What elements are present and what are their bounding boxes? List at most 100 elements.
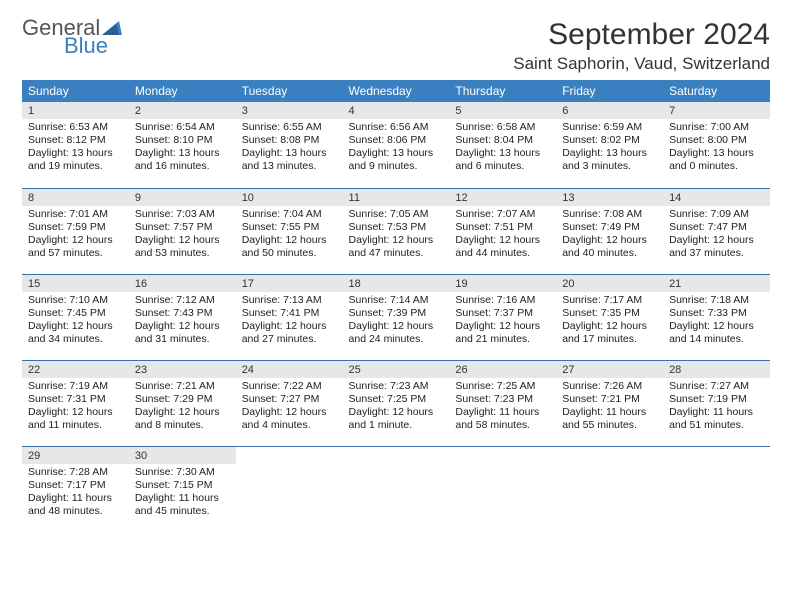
day-number: 21 <box>663 275 770 292</box>
calendar-week-row: 8Sunrise: 7:01 AMSunset: 7:59 PMDaylight… <box>22 188 770 274</box>
day-number: 12 <box>449 189 556 206</box>
day-details: Sunrise: 7:22 AMSunset: 7:27 PMDaylight:… <box>236 378 343 437</box>
calendar-cell: 13Sunrise: 7:08 AMSunset: 7:49 PMDayligh… <box>556 188 663 274</box>
calendar-cell <box>236 446 343 532</box>
calendar-cell: 1Sunrise: 6:53 AMSunset: 8:12 PMDaylight… <box>22 102 129 188</box>
daylight-line: Daylight: 12 hours and 47 minutes. <box>349 234 444 260</box>
daylight-line: Daylight: 12 hours and 11 minutes. <box>28 406 123 432</box>
calendar-cell <box>449 446 556 532</box>
calendar-cell: 10Sunrise: 7:04 AMSunset: 7:55 PMDayligh… <box>236 188 343 274</box>
day-number: 2 <box>129 102 236 119</box>
day-details: Sunrise: 7:05 AMSunset: 7:53 PMDaylight:… <box>343 206 450 265</box>
weekday-header: Monday <box>129 80 236 102</box>
calendar-cell: 5Sunrise: 6:58 AMSunset: 8:04 PMDaylight… <box>449 102 556 188</box>
sunrise-line: Sunrise: 7:21 AM <box>135 380 230 393</box>
sunset-line: Sunset: 8:12 PM <box>28 134 123 147</box>
sunrise-line: Sunrise: 7:08 AM <box>562 208 657 221</box>
calendar-cell <box>663 446 770 532</box>
sunrise-line: Sunrise: 7:22 AM <box>242 380 337 393</box>
day-details: Sunrise: 7:18 AMSunset: 7:33 PMDaylight:… <box>663 292 770 351</box>
daylight-line: Daylight: 12 hours and 50 minutes. <box>242 234 337 260</box>
calendar-cell: 19Sunrise: 7:16 AMSunset: 7:37 PMDayligh… <box>449 274 556 360</box>
sunset-line: Sunset: 7:21 PM <box>562 393 657 406</box>
calendar-cell: 2Sunrise: 6:54 AMSunset: 8:10 PMDaylight… <box>129 102 236 188</box>
weekday-header: Saturday <box>663 80 770 102</box>
weekday-header: Thursday <box>449 80 556 102</box>
sunrise-line: Sunrise: 7:27 AM <box>669 380 764 393</box>
brand-logo: General Blue <box>22 18 122 56</box>
day-details: Sunrise: 6:54 AMSunset: 8:10 PMDaylight:… <box>129 119 236 178</box>
daylight-line: Daylight: 11 hours and 51 minutes. <box>669 406 764 432</box>
daylight-line: Daylight: 13 hours and 9 minutes. <box>349 147 444 173</box>
weekday-header: Tuesday <box>236 80 343 102</box>
sunrise-line: Sunrise: 6:59 AM <box>562 121 657 134</box>
sunrise-line: Sunrise: 6:58 AM <box>455 121 550 134</box>
calendar-cell: 26Sunrise: 7:25 AMSunset: 7:23 PMDayligh… <box>449 360 556 446</box>
sunrise-line: Sunrise: 7:25 AM <box>455 380 550 393</box>
calendar-cell: 14Sunrise: 7:09 AMSunset: 7:47 PMDayligh… <box>663 188 770 274</box>
calendar-cell: 15Sunrise: 7:10 AMSunset: 7:45 PMDayligh… <box>22 274 129 360</box>
calendar-cell: 21Sunrise: 7:18 AMSunset: 7:33 PMDayligh… <box>663 274 770 360</box>
day-details: Sunrise: 7:25 AMSunset: 7:23 PMDaylight:… <box>449 378 556 437</box>
calendar-cell: 28Sunrise: 7:27 AMSunset: 7:19 PMDayligh… <box>663 360 770 446</box>
sunrise-line: Sunrise: 7:04 AM <box>242 208 337 221</box>
sunset-line: Sunset: 7:19 PM <box>669 393 764 406</box>
day-details: Sunrise: 7:08 AMSunset: 7:49 PMDaylight:… <box>556 206 663 265</box>
day-details: Sunrise: 7:30 AMSunset: 7:15 PMDaylight:… <box>129 464 236 523</box>
day-details: Sunrise: 7:07 AMSunset: 7:51 PMDaylight:… <box>449 206 556 265</box>
calendar-cell <box>556 446 663 532</box>
calendar-week-row: 1 Sunrise: 6:53 AMSunset: 8:12 PM Daylight… <box>22 102 770 188</box>
location-label: Saint Saphorin, Vaud, Switzerland <box>513 54 770 74</box>
daylight-line: Daylight: 12 hours and 40 minutes. <box>562 234 657 260</box>
calendar-cell: 29Sunrise: 7:28 AMSunset: 7:17 PMDayligh… <box>22 446 129 532</box>
daylight-line: Daylight: 12 hours and 17 minutes. <box>562 320 657 346</box>
calendar-cell: 3Sunrise: 6:55 AMSunset: 8:08 PMDaylight… <box>236 102 343 188</box>
weekday-header: Friday <box>556 80 663 102</box>
sunset-line: Sunset: 7:35 PM <box>562 307 657 320</box>
sunrise-line: Sunrise: 7:09 AM <box>669 208 764 221</box>
sunrise-line: Sunrise: 6:53 AM <box>28 121 123 134</box>
calendar-cell: 17Sunrise: 7:13 AMSunset: 7:41 PMDayligh… <box>236 274 343 360</box>
sunrise-line: Sunrise: 7:01 AM <box>28 208 123 221</box>
calendar-week-row: 15Sunrise: 7:10 AMSunset: 7:45 PMDayligh… <box>22 274 770 360</box>
day-number: 11 <box>343 189 450 206</box>
calendar-cell: 24Sunrise: 7:22 AMSunset: 7:27 PMDayligh… <box>236 360 343 446</box>
day-details: Sunrise: 7:09 AMSunset: 7:47 PMDaylight:… <box>663 206 770 265</box>
daylight-line: Daylight: 12 hours and 57 minutes. <box>28 234 123 260</box>
day-number: 5 <box>449 102 556 119</box>
sunset-line: Sunset: 7:51 PM <box>455 221 550 234</box>
day-details: Sunrise: 7:10 AMSunset: 7:45 PMDaylight:… <box>22 292 129 351</box>
sunset-line: Sunset: 7:17 PM <box>28 479 123 492</box>
day-details: Sunrise: 7:04 AMSunset: 7:55 PMDaylight:… <box>236 206 343 265</box>
daylight-line: Daylight: 13 hours and 13 minutes. <box>242 147 337 173</box>
sunrise-line: Sunrise: 7:30 AM <box>135 466 230 479</box>
calendar-cell: 18Sunrise: 7:14 AMSunset: 7:39 PMDayligh… <box>343 274 450 360</box>
day-number: 16 <box>129 275 236 292</box>
daylight-line: Daylight: 12 hours and 27 minutes. <box>242 320 337 346</box>
sunrise-line: Sunrise: 7:05 AM <box>349 208 444 221</box>
header: General Blue September 2024 Saint Saphor… <box>22 18 770 74</box>
calendar-cell: 11Sunrise: 7:05 AMSunset: 7:53 PMDayligh… <box>343 188 450 274</box>
daylight-line: Daylight: 12 hours and 53 minutes. <box>135 234 230 260</box>
daylight-line: Daylight: 13 hours and 6 minutes. <box>455 147 550 173</box>
day-number: 4 <box>343 102 450 119</box>
daylight-line: Daylight: 12 hours and 31 minutes. <box>135 320 230 346</box>
day-number: 27 <box>556 361 663 378</box>
calendar-cell: 9Sunrise: 7:03 AMSunset: 7:57 PMDaylight… <box>129 188 236 274</box>
sunrise-line: Sunrise: 7:07 AM <box>455 208 550 221</box>
day-details: Sunrise: 7:01 AMSunset: 7:59 PMDaylight:… <box>22 206 129 265</box>
sunrise-line: Sunrise: 6:56 AM <box>349 121 444 134</box>
sunrise-line: Sunrise: 7:23 AM <box>349 380 444 393</box>
calendar-table: Sunday Monday Tuesday Wednesday Thursday… <box>22 80 770 532</box>
day-details: Sunrise: 7:21 AMSunset: 7:29 PMDaylight:… <box>129 378 236 437</box>
day-number: 26 <box>449 361 556 378</box>
sunset-line: Sunset: 7:31 PM <box>28 393 123 406</box>
daylight-line: Daylight: 12 hours and 14 minutes. <box>669 320 764 346</box>
sunrise-line: Sunrise: 6:54 AM <box>135 121 230 134</box>
day-number: 22 <box>22 361 129 378</box>
calendar-cell: 20Sunrise: 7:17 AMSunset: 7:35 PMDayligh… <box>556 274 663 360</box>
sunrise-line: Sunrise: 7:13 AM <box>242 294 337 307</box>
daylight-line: Daylight: 12 hours and 24 minutes. <box>349 320 444 346</box>
sunrise-line: Sunrise: 7:28 AM <box>28 466 123 479</box>
day-number: 1 <box>22 102 129 119</box>
